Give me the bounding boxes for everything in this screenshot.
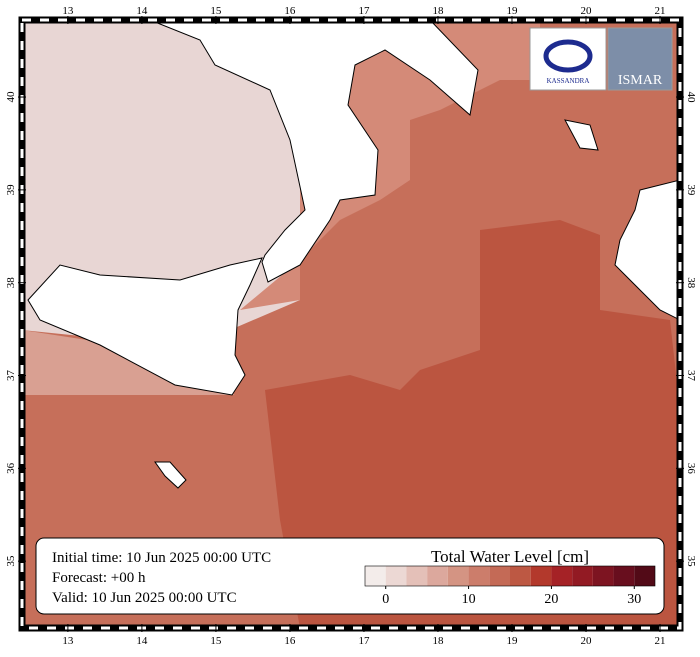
colorbar-box: [530, 566, 552, 586]
colorbar-box: [613, 566, 635, 586]
lon-label: 20: [581, 635, 593, 647]
map-field: [22, 20, 680, 628]
logo-left: [529, 27, 607, 91]
lon-label: 13: [62, 635, 74, 647]
colorbar-box: [385, 566, 407, 586]
colorbar-label: 10: [462, 592, 476, 607]
lon-label: 19: [506, 5, 518, 17]
colorbar-box: [489, 566, 510, 586]
italy: [149, 20, 479, 283]
colorbar-box: [592, 566, 614, 586]
lon-label: 18: [432, 635, 444, 647]
malta: [154, 461, 187, 489]
colorbar-box: [365, 566, 386, 586]
logo-text: KASSANDRA: [547, 77, 590, 85]
lon-label: 13: [62, 5, 74, 17]
colorbar-label: 0: [382, 592, 389, 607]
land: [27, 20, 680, 489]
colorbar-box: [634, 566, 655, 586]
island: [564, 119, 599, 151]
lat-label: 36: [5, 462, 17, 474]
greece: [614, 179, 680, 321]
frame-dash: [20, 18, 682, 630]
colorbar-box: [551, 566, 573, 586]
lon-label: 21: [655, 635, 666, 647]
lon-label: 19: [506, 635, 518, 647]
colorbar-box: [510, 566, 531, 586]
lon-label: 21: [655, 5, 666, 17]
lon-label: 14: [136, 5, 148, 17]
sicily: [27, 257, 263, 396]
logo-ring: [543, 39, 593, 73]
colorbar-label: 20: [544, 592, 558, 607]
lat-label: 37: [685, 370, 697, 382]
initial-time: Initial time: 10 Jun 2025 00:00 UTC: [52, 550, 271, 566]
lon-label: 17: [358, 5, 370, 17]
lat-label: 35: [685, 556, 697, 568]
lat-label: 37: [5, 370, 17, 382]
lat-label: 40: [685, 92, 697, 104]
colorbar-box: [447, 566, 469, 586]
lon-label: 14: [136, 635, 148, 647]
colorbar-label: 30: [627, 592, 641, 607]
colorbar-box: [468, 566, 490, 586]
valid-time: Valid: 10 Jun 2025 00:00 UTC: [52, 590, 237, 606]
sea-high: [265, 220, 680, 628]
lon-label: 15: [210, 635, 222, 647]
lat-label: 40: [5, 91, 17, 103]
lat-label: 38: [5, 277, 17, 289]
colorbar-box: [427, 566, 448, 586]
lon-label: 17: [358, 635, 370, 647]
lat-label: 39: [685, 184, 697, 196]
lat-label: 36: [685, 463, 697, 475]
sea-low: [22, 20, 300, 340]
lon-label: 18: [432, 5, 444, 17]
colorbar-frame: [364, 565, 656, 587]
lon-label: 15: [210, 5, 222, 17]
lon-label: 16: [284, 635, 296, 647]
info-box: [35, 537, 665, 615]
colorbar-box: [572, 566, 593, 586]
lat-label: 35: [5, 555, 17, 567]
colorbar-box: [406, 566, 428, 586]
logo-right: [607, 27, 673, 91]
lon-label: 20: [581, 5, 593, 17]
lon-label: 16: [284, 5, 296, 17]
logo-text: ISMAR: [618, 73, 663, 88]
colorbar-title: Total Water Level [cm]: [431, 547, 589, 566]
lat-label: 38: [685, 277, 697, 289]
lat-label: 39: [5, 184, 17, 196]
forecast: Forecast: +00 h: [52, 570, 146, 586]
